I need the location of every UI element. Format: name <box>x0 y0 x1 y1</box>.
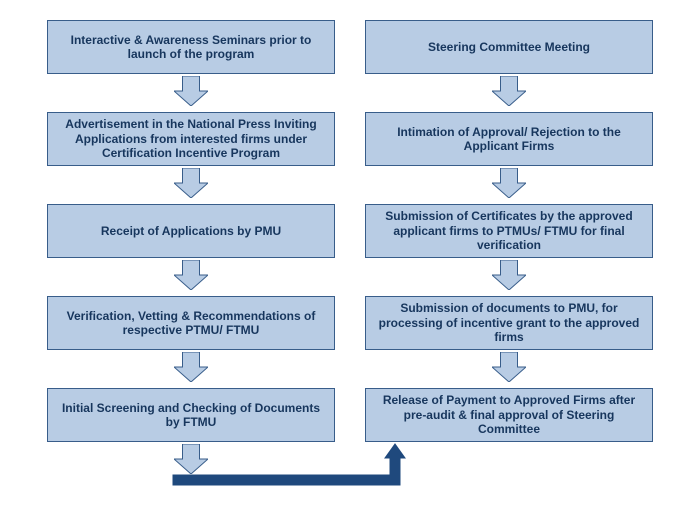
box-left-0: Interactive & Awareness Seminars prior t… <box>47 20 335 74</box>
arrow-left-1 <box>174 168 208 198</box>
arrow-left-0 <box>174 76 208 106</box>
box-left-2: Receipt of Applications by PMU <box>47 204 335 258</box>
box-right-2: Submission of Certificates by the approv… <box>365 204 653 258</box>
box-right-1: Intimation of Approval/ Rejection to the… <box>365 112 653 166</box>
arrow-right-1 <box>492 168 526 198</box>
arrow-right-3 <box>492 352 526 382</box>
arrow-left-3 <box>174 352 208 382</box>
flowchart-canvas: Interactive & Awareness Seminars prior t… <box>0 0 686 514</box>
box-left-1: Advertisement in the National Press Invi… <box>47 112 335 166</box>
box-right-0: Steering Committee Meeting <box>365 20 653 74</box>
box-left-3: Verification, Vetting & Recommendations … <box>47 296 335 350</box>
box-right-3: Submission of documents to PMU, for proc… <box>365 296 653 350</box>
connector-arrow <box>173 428 415 487</box>
arrow-right-0 <box>492 76 526 106</box>
arrow-left-2 <box>174 260 208 290</box>
arrow-right-2 <box>492 260 526 290</box>
